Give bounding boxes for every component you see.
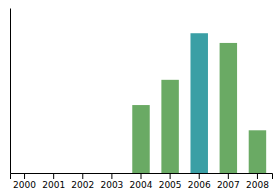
x-tick-mark bbox=[228, 173, 229, 179]
y-axis bbox=[10, 9, 11, 174]
bar bbox=[161, 80, 178, 173]
y-axis-line bbox=[10, 9, 11, 174]
x-tick-label: 2001 bbox=[42, 180, 65, 190]
bar bbox=[16, 173, 33, 174]
x-tick-label: 2004 bbox=[130, 180, 153, 190]
x-tick-label: 2007 bbox=[217, 180, 240, 190]
x-axis-line bbox=[11, 174, 273, 180]
chart-container: 2000 2001 2002 2003 2004 2005 2006 2007 2008 bbox=[0, 0, 280, 195]
bar bbox=[74, 173, 91, 174]
x-tick-mark bbox=[141, 173, 142, 179]
x-tick: 2005 bbox=[159, 173, 182, 190]
x-tick-mark bbox=[170, 173, 171, 179]
x-tick-mark bbox=[82, 173, 83, 179]
chart-svg: 2000 2001 2002 2003 2004 2005 2006 2007 2008 bbox=[0, 0, 280, 195]
x-tick-mark bbox=[111, 173, 112, 179]
x-tick-label: 2005 bbox=[159, 180, 182, 190]
x-tick-mark bbox=[24, 173, 25, 179]
bar bbox=[132, 105, 149, 173]
x-tick: 2004 bbox=[130, 173, 153, 190]
bar bbox=[45, 173, 62, 174]
x-tick-label: 2003 bbox=[100, 180, 123, 190]
x-tick-label: 2006 bbox=[188, 180, 211, 190]
x-tick: 2001 bbox=[42, 173, 65, 190]
x-tick-label: 2008 bbox=[246, 180, 269, 190]
x-tick: 2003 bbox=[100, 173, 123, 190]
bars bbox=[132, 33, 266, 173]
x-tick-label: 2000 bbox=[13, 180, 36, 190]
x-tick: 2008 bbox=[246, 173, 269, 190]
x-tick-mark bbox=[257, 173, 258, 179]
x-tick-mark bbox=[199, 173, 200, 179]
x-tick-mark bbox=[53, 173, 54, 179]
bar bbox=[220, 43, 237, 173]
x-tick-label: 2002 bbox=[71, 180, 94, 190]
x-axis: 2000 2001 2002 2003 2004 2005 2006 2007 2008 bbox=[11, 173, 273, 190]
x-tick: 2007 bbox=[217, 173, 240, 190]
x-tick: 2000 bbox=[13, 173, 36, 190]
x-tick: 2006 bbox=[188, 173, 211, 190]
bar bbox=[249, 130, 266, 173]
bar bbox=[190, 33, 207, 173]
bar bbox=[103, 173, 120, 174]
x-tick: 2002 bbox=[71, 173, 94, 190]
plot: 2000 2001 2002 2003 2004 2005 2006 2007 2008 bbox=[11, 9, 273, 191]
